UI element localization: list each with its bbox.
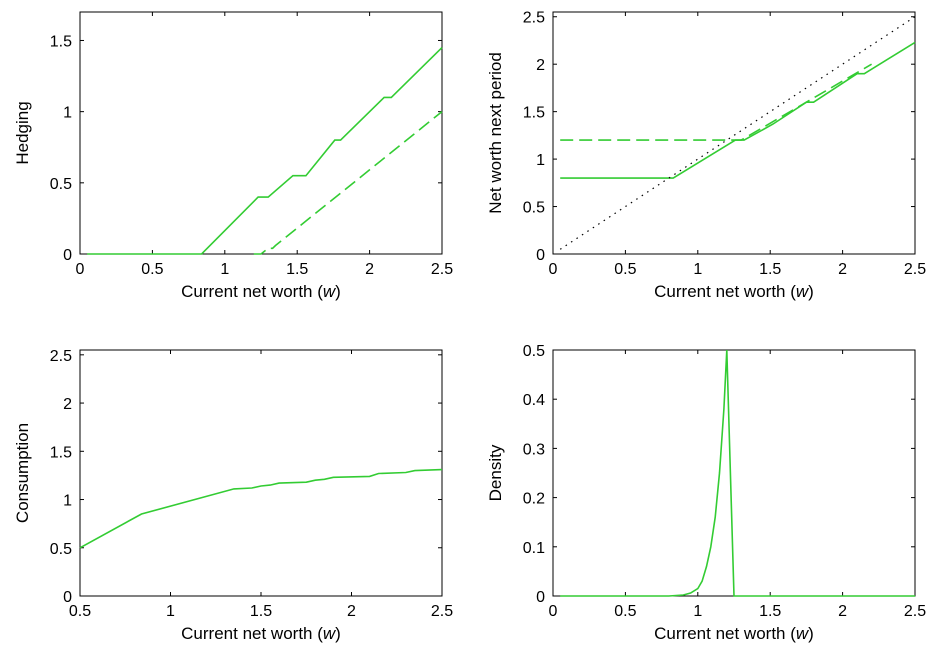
x-axis-label-text: Current net worth	[181, 282, 312, 301]
x-axis-label-open-paren: (	[313, 624, 324, 643]
x-axis-label-close-paren: )	[808, 282, 814, 301]
x-tick-label: 2.5	[431, 261, 453, 278]
x-axis-label-variable: w	[796, 282, 810, 301]
x-tick-label: 1.5	[250, 603, 272, 620]
net-worth-next-period-series-dashed-line	[560, 63, 873, 141]
hedging-series-solid-line	[87, 47, 443, 255]
x-tick-label: 0	[549, 261, 558, 278]
y-tick-label: 1	[536, 152, 545, 169]
y-tick-label: 0	[63, 247, 72, 264]
x-tick-label: 1.5	[759, 603, 781, 620]
y-tick-label: 0.5	[50, 541, 72, 558]
x-tick-label: 2	[838, 603, 847, 620]
y-tick-label: 0.4	[523, 392, 545, 409]
y-tick-label: 0	[536, 589, 545, 606]
plot-area	[79, 11, 443, 255]
x-axis-label-variable: w	[323, 282, 337, 301]
x-axis-label-open-paren: (	[786, 624, 797, 643]
x-tick-label: 1	[166, 603, 175, 620]
x-tick-label: 1.5	[759, 261, 781, 278]
hedging-series-dashed-line	[253, 110, 443, 255]
x-tick-label: 0	[549, 603, 558, 620]
x-axis-label-open-paren: (	[786, 282, 797, 301]
y-tick-label: 0.5	[523, 343, 545, 360]
y-tick-label: 2	[63, 396, 72, 413]
net-worth-next-period-chart: 0 0.5 1 1.5 2 2.5 0 0.5 1 1.5 2 2.5 Current net wort…	[486, 10, 926, 301]
x-tick-label: 2	[838, 261, 847, 278]
x-tick-label: 0.5	[614, 261, 636, 278]
y-axis-label: Density	[486, 444, 505, 501]
x-axis-label: Current net worth (w)	[181, 624, 341, 643]
x-tick-label: 2.5	[904, 261, 926, 278]
x-axis-label-text: Current net worth	[181, 624, 312, 643]
x-axis-label-variable: w	[323, 624, 337, 643]
x-axis-label-text: Current net worth	[654, 282, 785, 301]
x-axis-label: Current net worth (w)	[654, 624, 814, 643]
x-axis-label-close-paren: )	[335, 624, 341, 643]
y-tick-label: 1	[63, 493, 72, 510]
x-tick-label: 1.5	[286, 261, 308, 278]
y-tick-label: 1.5	[50, 444, 72, 461]
x-tick-label: 2.5	[904, 603, 926, 620]
plot-area	[552, 11, 916, 255]
x-tick-label: 0.5	[141, 261, 163, 278]
y-tick-label: 0.3	[523, 441, 545, 458]
y-tick-label: 0.2	[523, 491, 545, 508]
y-axis-label: Hedging	[13, 101, 32, 164]
y-tick-label: 2.5	[523, 10, 545, 27]
consumption-series-solid-line	[79, 468, 443, 549]
net-worth-next-period-series-solid-line	[560, 41, 916, 179]
density-series-solid-line	[560, 349, 915, 597]
x-axis-label-close-paren: )	[335, 282, 341, 301]
y-axis-label: Consumption	[13, 423, 32, 523]
y-tick-label: 0	[63, 589, 72, 606]
x-tick-label: 2	[365, 261, 374, 278]
y-tick-label: 1.5	[50, 33, 72, 50]
y-tick-label: 0.5	[50, 176, 72, 193]
x-tick-label: 0	[76, 261, 85, 278]
density-chart: 0 0.5 1 1.5 2 2.5 0 0.1 0.2 0.3 0.4 0.5 Current net …	[486, 343, 926, 643]
x-tick-label: 0.5	[69, 603, 91, 620]
x-tick-label: 1	[693, 261, 702, 278]
x-axis-label-open-paren: (	[313, 282, 324, 301]
x-tick-label: 2.5	[431, 603, 453, 620]
x-tick-label: 1	[693, 603, 702, 620]
hedging-chart: 0 0.5 1 1.5 2 2.5 0 0.5 1 1.5 Current net worth (w…	[13, 11, 453, 301]
x-axis-label: Current net worth (w)	[181, 282, 341, 301]
plot-area	[552, 349, 916, 597]
x-tick-label: 1	[220, 261, 229, 278]
x-axis-label-close-paren: )	[808, 624, 814, 643]
x-axis-label: Current net worth (w)	[654, 282, 814, 301]
x-tick-label: 2	[347, 603, 356, 620]
x-tick-label: 0.5	[614, 603, 636, 620]
y-tick-label: 0	[536, 247, 545, 264]
y-axis-label: Net worth next period	[486, 52, 505, 214]
y-tick-label: 0.1	[523, 540, 545, 557]
y-tick-label: 0.5	[523, 200, 545, 217]
x-axis-label-text: Current net worth	[654, 624, 785, 643]
y-tick-label: 1.5	[523, 105, 545, 122]
y-tick-label: 1	[63, 105, 72, 122]
y-tick-label: 2	[536, 57, 545, 74]
y-tick-label: 2.5	[50, 348, 72, 365]
x-axis-label-variable: w	[796, 624, 810, 643]
